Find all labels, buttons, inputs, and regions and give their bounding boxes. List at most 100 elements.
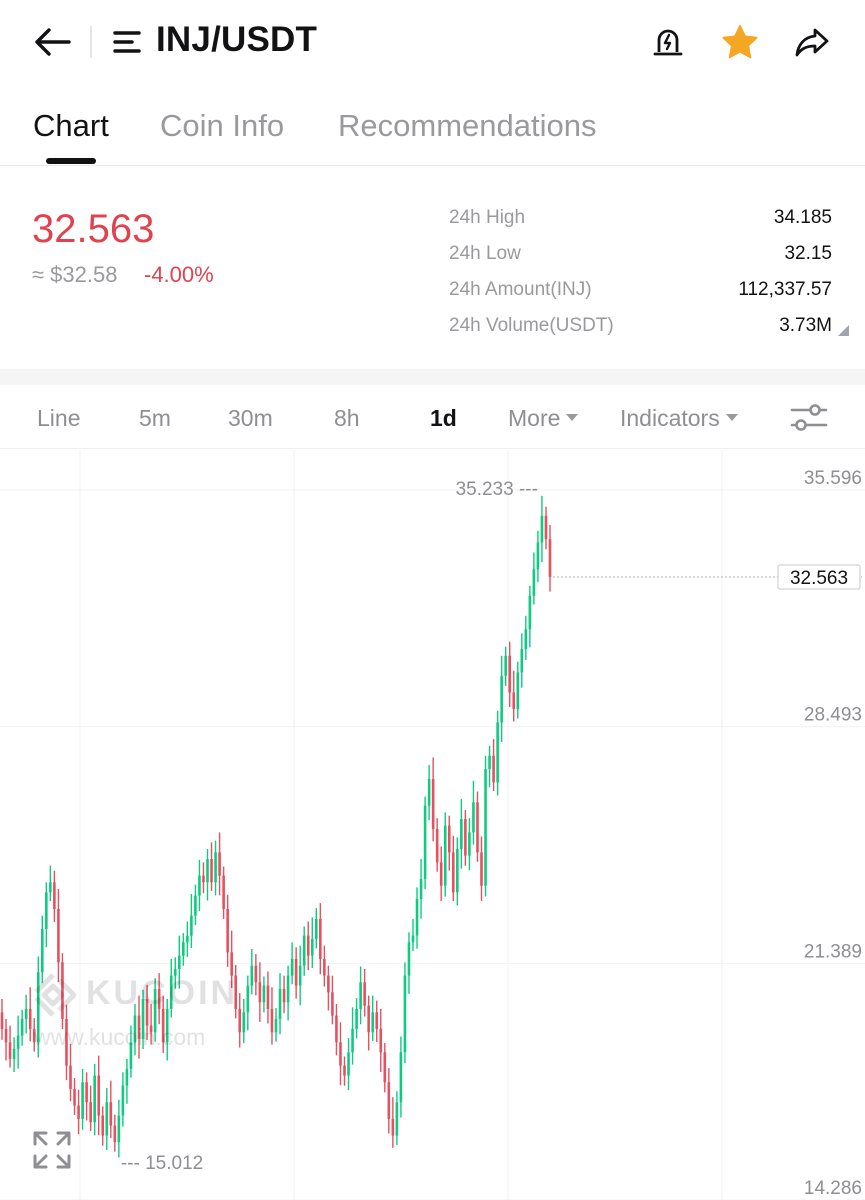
candle-body (169, 975, 173, 1009)
candle-body (40, 928, 44, 973)
candle-body (97, 1075, 101, 1116)
candle-body (544, 515, 548, 540)
candle-body (282, 988, 286, 1003)
indicators-dropdown[interactable]: Indicators (620, 405, 738, 432)
candle-body (28, 1008, 32, 1029)
candle-body (411, 935, 415, 943)
y-axis-tick-label: 35.596 (804, 468, 862, 489)
candle-body (49, 882, 52, 893)
last-price-tag-label: 32.563 (790, 568, 848, 589)
expand-icon (33, 1131, 71, 1169)
candle-body (387, 1082, 391, 1119)
candle-body (278, 988, 282, 1019)
candle-body (331, 992, 334, 1016)
chart-canvas[interactable]: 35.596 28.493 21.389 14.286 35.233 --- --- 1… (0, 450, 865, 1200)
share-button[interactable] (792, 22, 832, 62)
candle-body (149, 1025, 153, 1033)
candle-body (89, 1102, 92, 1123)
candle-body (355, 1008, 358, 1029)
candle-body (109, 1102, 113, 1126)
candle-body (508, 655, 512, 693)
interval-5m[interactable]: 5m (139, 405, 171, 431)
candle-body (306, 935, 310, 956)
candle-body (190, 915, 193, 936)
candle-body (327, 975, 330, 993)
favorite-button[interactable] (720, 22, 760, 62)
candle-body (206, 859, 209, 883)
candle-body (323, 958, 326, 976)
tab-coin-info[interactable]: Coin Info (160, 108, 285, 143)
candle-body (218, 852, 221, 876)
candle-body (290, 958, 294, 976)
candle-body (133, 1015, 137, 1043)
interval-more-dropdown[interactable]: More (508, 405, 579, 432)
candle-body (73, 1088, 76, 1106)
price-alert-bell-icon (653, 29, 683, 56)
stat-value-24h-low: 32.15 (784, 243, 832, 264)
stat-value-24h-high: 34.185 (773, 207, 832, 228)
interval-more-label: More (508, 405, 561, 431)
candle-body (36, 972, 40, 1043)
price-alert-button[interactable] (648, 22, 688, 62)
candle-body (210, 859, 213, 883)
star-icon (722, 25, 758, 59)
candle-body (480, 852, 483, 886)
candle-body (403, 975, 407, 1053)
candle-body (230, 952, 233, 976)
menu-icon (113, 31, 141, 53)
candle-body (16, 1035, 20, 1049)
tab-recommendations[interactable]: Recommendations (338, 108, 597, 143)
interval-1d[interactable]: 1d (430, 405, 457, 431)
interval-30m[interactable]: 30m (228, 405, 273, 431)
candle-body (476, 802, 479, 853)
candle-body (468, 832, 471, 856)
candlestick-chart[interactable]: 35.596 28.493 21.389 14.286 35.233 --- --- 1… (0, 450, 865, 1200)
y-axis-tick-label: 21.389 (804, 941, 862, 962)
candle-body (234, 975, 238, 1009)
candle-body (24, 1008, 28, 1019)
candle-body (343, 1065, 346, 1076)
chart-settings-button[interactable] (786, 401, 832, 435)
candle-body (250, 965, 254, 986)
candle-body (165, 1008, 169, 1043)
arrow-left-icon (35, 28, 71, 56)
candle-body (492, 755, 495, 783)
candle-body (214, 852, 217, 883)
candle-body (456, 849, 459, 893)
candle-body (137, 1015, 141, 1039)
price-usd-equivalent: ≈ $32.58 (32, 262, 118, 287)
candle-body (157, 988, 161, 1009)
candle-body (246, 985, 250, 1013)
candle-body (61, 962, 64, 1019)
candle-body (198, 875, 201, 896)
candle-body (77, 1105, 80, 1119)
chevron-down-icon (725, 414, 738, 422)
candle-body (310, 938, 314, 956)
candle-body (504, 655, 507, 676)
candle-body (121, 1085, 125, 1116)
back-button[interactable] (30, 22, 74, 62)
pair-title[interactable]: INJ/USDT (156, 20, 318, 59)
candle-body (314, 918, 318, 939)
candle-body (379, 1028, 383, 1053)
candle-body (274, 1018, 278, 1033)
candle-body (415, 899, 419, 936)
candle-body (81, 1082, 84, 1119)
fullscreen-button[interactable] (32, 1130, 72, 1170)
interval-8h[interactable]: 8h (334, 405, 360, 431)
candle-body (12, 1048, 16, 1059)
candle-body (484, 769, 487, 886)
candle-body (302, 935, 306, 966)
candle-body (194, 895, 197, 916)
last-price-tag (777, 564, 861, 590)
stat-label-24h-amount: 24h Amount(INJ) (449, 279, 592, 300)
y-axis-tick-label: 28.493 (804, 705, 862, 726)
candle-body (113, 1125, 117, 1143)
interval-line[interactable]: Line (37, 405, 81, 431)
candle-body (93, 1075, 96, 1123)
candle-body (339, 1042, 342, 1066)
tab-chart[interactable]: Chart (33, 108, 109, 143)
candle-body (500, 675, 503, 723)
expand-stats-icon[interactable] (838, 325, 849, 336)
pair-menu-button[interactable] (110, 26, 144, 58)
